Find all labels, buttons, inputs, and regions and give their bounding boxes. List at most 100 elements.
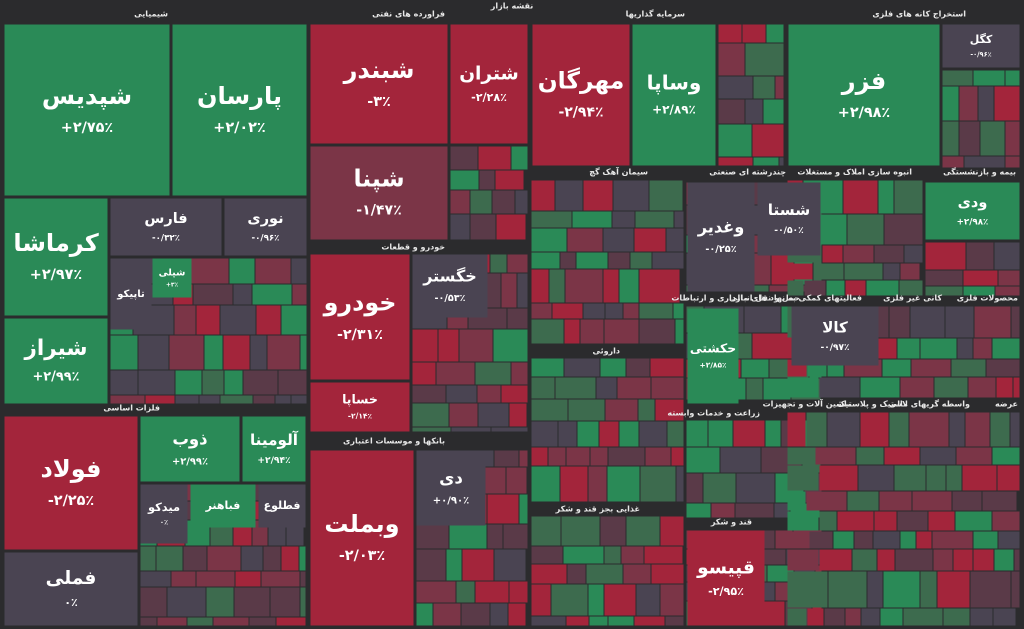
filler-cell <box>878 180 894 214</box>
stock-tile[interactable]: شپدیس +۲/۷۵٪ <box>4 24 170 196</box>
filler-cell <box>900 263 920 280</box>
stock-tile[interactable]: خساپا -۲/۱۴٪ <box>310 382 410 432</box>
filler-cell <box>256 305 281 335</box>
sector-label: واسطه گریهای مالی <box>889 399 970 409</box>
tile-symbol: حکشتی <box>690 342 736 356</box>
filler-cell <box>206 587 234 617</box>
sector-label: چندرشته ای صنعتی <box>709 168 786 177</box>
stock-tile[interactable]: حکشتی +۲/۸۵٪ <box>687 308 739 404</box>
filler-cell <box>649 180 683 211</box>
stock-tile[interactable]: شستا -۰/۵۰٪ <box>757 182 821 256</box>
stock-tile[interactable]: شپلی +۳٪ <box>152 258 192 298</box>
stock-tile[interactable]: کالا -۰/۹۷٪ <box>791 306 879 366</box>
filler-cell <box>952 491 982 511</box>
stock-tile[interactable]: دی +۰/۹۰٪ <box>416 450 486 526</box>
filler-cell <box>673 303 684 319</box>
stock-tile[interactable]: تاپیکو <box>110 258 152 330</box>
stock-tile[interactable]: فملی ۰٪ <box>4 552 138 626</box>
tile-symbol: فزر <box>841 67 886 95</box>
stock-tile[interactable]: پارسان +۲/۰۲٪ <box>172 24 307 196</box>
stock-tile[interactable]: شتران -۲/۲۸٪ <box>450 24 528 144</box>
filler-cell <box>507 254 528 273</box>
stock-tile[interactable]: فولاد -۲/۲۵٪ <box>4 416 138 550</box>
stock-tile[interactable]: فارس -۰/۳۲٪ <box>110 198 222 256</box>
filler-cell <box>787 608 807 626</box>
stock-tile[interactable]: شبندر -۳٪ <box>310 24 448 144</box>
filler-cell <box>300 587 306 617</box>
filler-cell <box>880 608 903 626</box>
filler-cell <box>843 180 878 214</box>
stock-tile[interactable]: قپیسو -۲/۹۵٪ <box>687 530 765 626</box>
stock-tile[interactable]: کگل -۰/۹۶٪ <box>942 24 1020 68</box>
tile-background <box>4 318 108 404</box>
stock-tile[interactable]: آلومینا +۲/۹۴٪ <box>242 416 306 482</box>
map-title: نقشه بازار <box>490 2 534 11</box>
sector-label: ماشین آلات و تجهیزات <box>763 399 852 409</box>
filler-cell <box>874 245 904 263</box>
tile-change: +۰/۹۰٪ <box>433 496 469 507</box>
stock-tile[interactable]: مهرگان -۲/۹۴٪ <box>532 24 630 166</box>
filler-cell <box>531 180 555 211</box>
filler-cell <box>826 280 845 296</box>
stock-tile[interactable]: فزر +۲/۹۸٪ <box>788 24 940 166</box>
filler-cell <box>551 584 588 616</box>
filler-cell <box>787 465 819 491</box>
filler-cell <box>852 549 877 571</box>
tile-change: -۰/۵۳٪ <box>435 293 466 304</box>
stock-tile[interactable]: شپنا -۱/۴۷٪ <box>310 146 448 240</box>
stock-tile[interactable]: وغدیر -۰/۲۵٪ <box>687 182 755 292</box>
tile-symbol: شپدیس <box>42 82 132 110</box>
stock-tile[interactable]: کرماشا +۲/۹۷٪ <box>4 198 108 316</box>
filler-cell <box>140 617 157 626</box>
filler-cell <box>873 531 900 549</box>
filler-cell <box>196 571 235 587</box>
stock-tile[interactable]: خودرو -۲/۳۱٪ <box>310 254 410 380</box>
filler-cell <box>920 571 937 608</box>
stock-tile[interactable]: وبملت -۲/۰۳٪ <box>310 450 414 626</box>
filler-cell <box>1011 306 1020 338</box>
stock-tile[interactable]: خگستر -۰/۵۳٪ <box>412 254 488 318</box>
filler-cell <box>733 420 765 447</box>
stock-tile[interactable]: ودی +۲/۹۸٪ <box>925 182 1020 240</box>
filler-cell <box>619 421 639 447</box>
filler-cell <box>568 399 605 421</box>
filler-cell <box>650 358 684 377</box>
filler-cell <box>909 412 949 447</box>
filler-cell <box>753 76 775 99</box>
filler-cell <box>630 252 652 269</box>
filler-cell <box>819 465 858 491</box>
tile-change: -۰/۲۵٪ <box>705 244 736 255</box>
filler-cell <box>978 86 994 121</box>
filler-cell <box>993 608 1016 626</box>
sector-label: شیمیایی <box>134 10 168 19</box>
filler-cell <box>897 511 928 531</box>
filler-cell <box>925 270 963 286</box>
stock-tile[interactable]: فطلوع <box>258 484 306 528</box>
stock-tile[interactable]: فباهنر <box>190 484 256 528</box>
filler-cell <box>639 319 675 344</box>
filler-cell <box>844 263 883 280</box>
stock-tile[interactable]: ذوب +۲/۹۹٪ <box>140 416 240 482</box>
filler-cell <box>736 473 775 503</box>
tile-background <box>632 24 716 166</box>
filler-cell <box>416 603 433 626</box>
filler-cell <box>807 608 824 626</box>
tile-change: +۲/۸۵٪ <box>700 360 727 369</box>
stock-tile[interactable]: نوری -۰/۹۶٪ <box>224 198 307 256</box>
filler-cell <box>934 377 968 398</box>
filler-cell <box>501 385 528 403</box>
stock-tile[interactable]: وساپا +۲/۸۹٪ <box>632 24 716 166</box>
tile-background <box>687 530 765 626</box>
filler-cell <box>671 447 684 466</box>
sector-label: انبوه سازی املاک و مستغلات <box>797 168 912 177</box>
filler-cell <box>813 263 844 280</box>
stock-tile[interactable]: شیراز +۲/۹۹٪ <box>4 318 108 404</box>
tile-symbol: شستا <box>768 201 810 219</box>
filler-cell <box>110 395 145 404</box>
filler-cell <box>660 584 684 616</box>
filler-cell <box>193 284 233 305</box>
filler-cell <box>175 370 202 395</box>
stock-tile[interactable]: میدکو ۰٪ <box>140 484 188 544</box>
filler-cell <box>638 399 655 421</box>
filler-cell <box>766 24 784 43</box>
